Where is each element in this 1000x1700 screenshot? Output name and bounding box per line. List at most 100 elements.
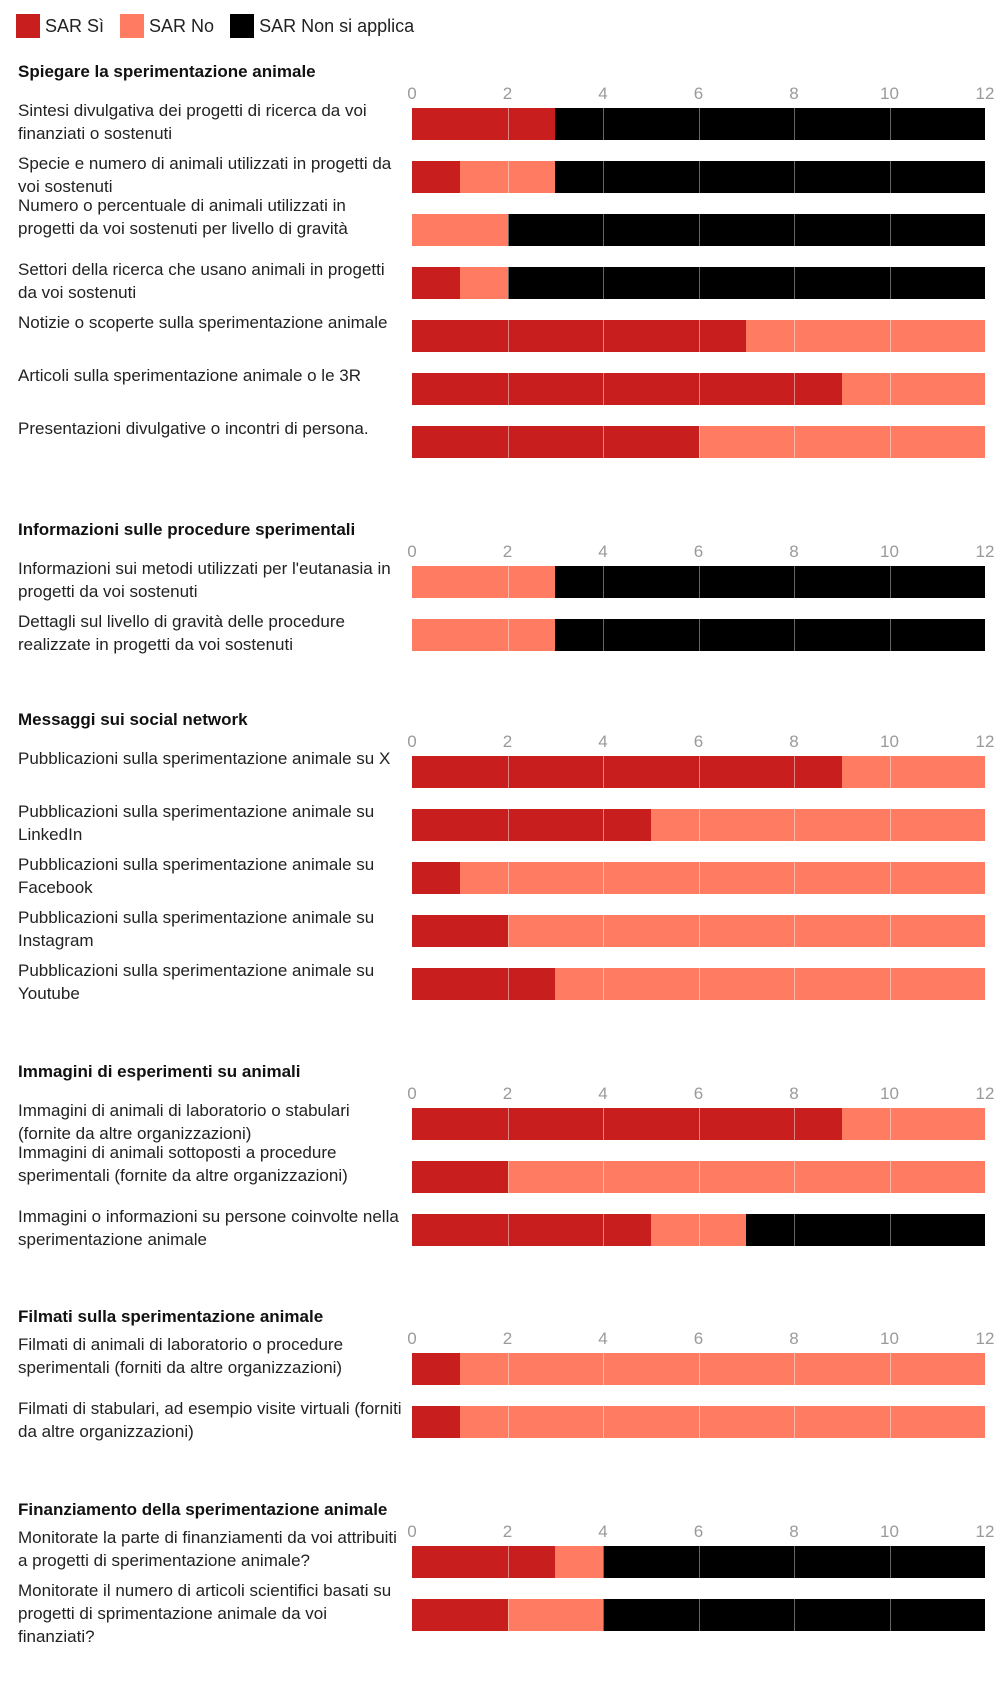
bar-segment-sar-si[interactable] bbox=[412, 1108, 842, 1140]
x-tick-label: 2 bbox=[502, 1084, 513, 1103]
bar-segment-sar-no[interactable] bbox=[555, 1546, 603, 1578]
bar-segment-sar-si[interactable] bbox=[412, 161, 460, 193]
bar-segment-sar-no[interactable] bbox=[459, 161, 556, 193]
gridline bbox=[507, 320, 509, 352]
gridline bbox=[889, 373, 891, 405]
bar-segment-sar-no[interactable] bbox=[412, 566, 556, 598]
bar-segment-sar-no[interactable] bbox=[459, 1353, 985, 1385]
gridline bbox=[698, 1546, 700, 1578]
bar-segment-sar-si[interactable] bbox=[412, 1353, 460, 1385]
x-tick-label: 12 bbox=[975, 84, 995, 103]
gridline bbox=[507, 619, 509, 651]
bar-segment-sar-no[interactable] bbox=[841, 1108, 985, 1140]
bar-segment-sar-non-si-applica[interactable] bbox=[746, 1214, 985, 1246]
x-tick-label: 0 bbox=[407, 1522, 417, 1541]
legend: SAR Sì SAR No SAR Non si applica bbox=[16, 14, 430, 38]
bar-segment-sar-non-si-applica[interactable] bbox=[507, 267, 985, 299]
bar-segment-sar-no[interactable] bbox=[412, 619, 556, 651]
bar-segment-sar-no[interactable] bbox=[507, 1599, 603, 1631]
gridline bbox=[603, 1406, 604, 1438]
x-tick-label: 4 bbox=[598, 84, 608, 103]
gridline bbox=[507, 161, 509, 193]
row-label: Presentazioni divulgative o incontri di … bbox=[18, 419, 369, 438]
bar-segment-sar-si[interactable] bbox=[412, 1214, 651, 1246]
gridline bbox=[507, 214, 509, 246]
gridline bbox=[794, 1214, 795, 1246]
bar-segment-sar-si[interactable] bbox=[412, 320, 747, 352]
bar-segment-sar-si[interactable] bbox=[412, 1161, 508, 1193]
bar-segment-sar-no[interactable] bbox=[507, 1161, 985, 1193]
bar-segment-sar-no[interactable] bbox=[698, 426, 985, 458]
x-tick-label: 6 bbox=[693, 1329, 704, 1348]
bar-segment-sar-non-si-applica[interactable] bbox=[555, 619, 985, 651]
x-tick-label: 4 bbox=[598, 542, 608, 561]
bar-segment-sar-no[interactable] bbox=[841, 373, 985, 405]
gridline bbox=[507, 1353, 509, 1385]
row-label: Notizie o scoperte sulla sperimentazione… bbox=[18, 313, 388, 332]
bar-segment-sar-si[interactable] bbox=[412, 373, 842, 405]
row-label: Informazioni sui metodi utilizzati per l… bbox=[18, 559, 391, 601]
bar-segment-sar-no[interactable] bbox=[650, 809, 985, 841]
x-tick-label: 0 bbox=[407, 732, 417, 751]
bar-segment-sar-si[interactable] bbox=[412, 1546, 556, 1578]
bar-segment-sar-non-si-applica[interactable] bbox=[507, 214, 985, 246]
x-tick-label: 6 bbox=[693, 732, 704, 751]
x-tick-label: 2 bbox=[502, 1522, 513, 1541]
bar-segment-sar-non-si-applica[interactable] bbox=[603, 1599, 985, 1631]
bar-segment-sar-no[interactable] bbox=[650, 1214, 747, 1246]
bar-segment-sar-non-si-applica[interactable] bbox=[555, 108, 985, 140]
gridline bbox=[794, 214, 795, 246]
gridline bbox=[889, 862, 891, 894]
legend-item-sar-non-si-applica[interactable]: SAR Non si applica bbox=[230, 14, 414, 38]
bar-segment-sar-no[interactable] bbox=[507, 915, 985, 947]
x-tick-label: 0 bbox=[407, 542, 417, 561]
row-label: Pubblicazioni sulla sperimentazione anim… bbox=[18, 802, 375, 844]
bar-segment-sar-no[interactable] bbox=[459, 1406, 985, 1438]
legend-swatch-sar-si bbox=[16, 14, 40, 38]
chart-section: Informazioni sulle procedure sperimental… bbox=[0, 520, 1000, 672]
gridline bbox=[603, 915, 604, 947]
legend-item-sar-si[interactable]: SAR Sì bbox=[16, 14, 104, 38]
row-label: Immagini di animali di laboratorio o sta… bbox=[18, 1101, 350, 1143]
bar-segment-sar-no[interactable] bbox=[459, 267, 508, 299]
section-title: Filmati sulla sperimentazione animale bbox=[18, 1307, 324, 1326]
bar-segment-sar-non-si-applica[interactable] bbox=[555, 566, 985, 598]
bar-segment-sar-si[interactable] bbox=[412, 915, 508, 947]
x-tick-label: 0 bbox=[407, 1084, 417, 1103]
gridline bbox=[603, 968, 604, 1000]
gridline bbox=[698, 108, 700, 140]
x-tick-label: 6 bbox=[693, 1084, 704, 1103]
bar-segment-sar-no[interactable] bbox=[459, 862, 985, 894]
bar-segment-sar-non-si-applica[interactable] bbox=[603, 1546, 985, 1578]
gridline bbox=[698, 968, 700, 1000]
bar-segment-sar-no[interactable] bbox=[412, 214, 508, 246]
bar-segment-sar-non-si-applica[interactable] bbox=[555, 161, 985, 193]
gridline bbox=[889, 915, 891, 947]
gridline bbox=[698, 1406, 700, 1438]
bar-segment-sar-si[interactable] bbox=[412, 756, 842, 788]
legend-item-sar-no[interactable]: SAR No bbox=[120, 14, 214, 38]
gridline bbox=[507, 373, 509, 405]
bar-segment-sar-si[interactable] bbox=[412, 426, 699, 458]
bar-segment-sar-no[interactable] bbox=[746, 320, 985, 352]
gridline bbox=[794, 1599, 795, 1631]
bar-segment-sar-si[interactable] bbox=[412, 267, 460, 299]
gridline bbox=[698, 809, 700, 841]
gridline bbox=[794, 756, 795, 788]
x-tick-label: 8 bbox=[789, 1084, 799, 1103]
bar-segment-sar-si[interactable] bbox=[412, 108, 556, 140]
gridline bbox=[507, 1214, 509, 1246]
bar-segment-sar-si[interactable] bbox=[412, 862, 460, 894]
gridline bbox=[507, 267, 509, 299]
gridline bbox=[889, 1353, 891, 1385]
bar-segment-sar-si[interactable] bbox=[412, 809, 651, 841]
bar-segment-sar-si[interactable] bbox=[412, 1406, 460, 1438]
bar-segment-sar-si[interactable] bbox=[412, 1599, 508, 1631]
bar-segment-sar-si[interactable] bbox=[412, 968, 556, 1000]
bar-segment-sar-no[interactable] bbox=[841, 756, 985, 788]
gridline bbox=[889, 619, 891, 651]
gridline bbox=[889, 1406, 891, 1438]
gridline bbox=[794, 1108, 795, 1140]
gridline bbox=[507, 809, 509, 841]
bar-segment-sar-no[interactable] bbox=[555, 968, 985, 1000]
